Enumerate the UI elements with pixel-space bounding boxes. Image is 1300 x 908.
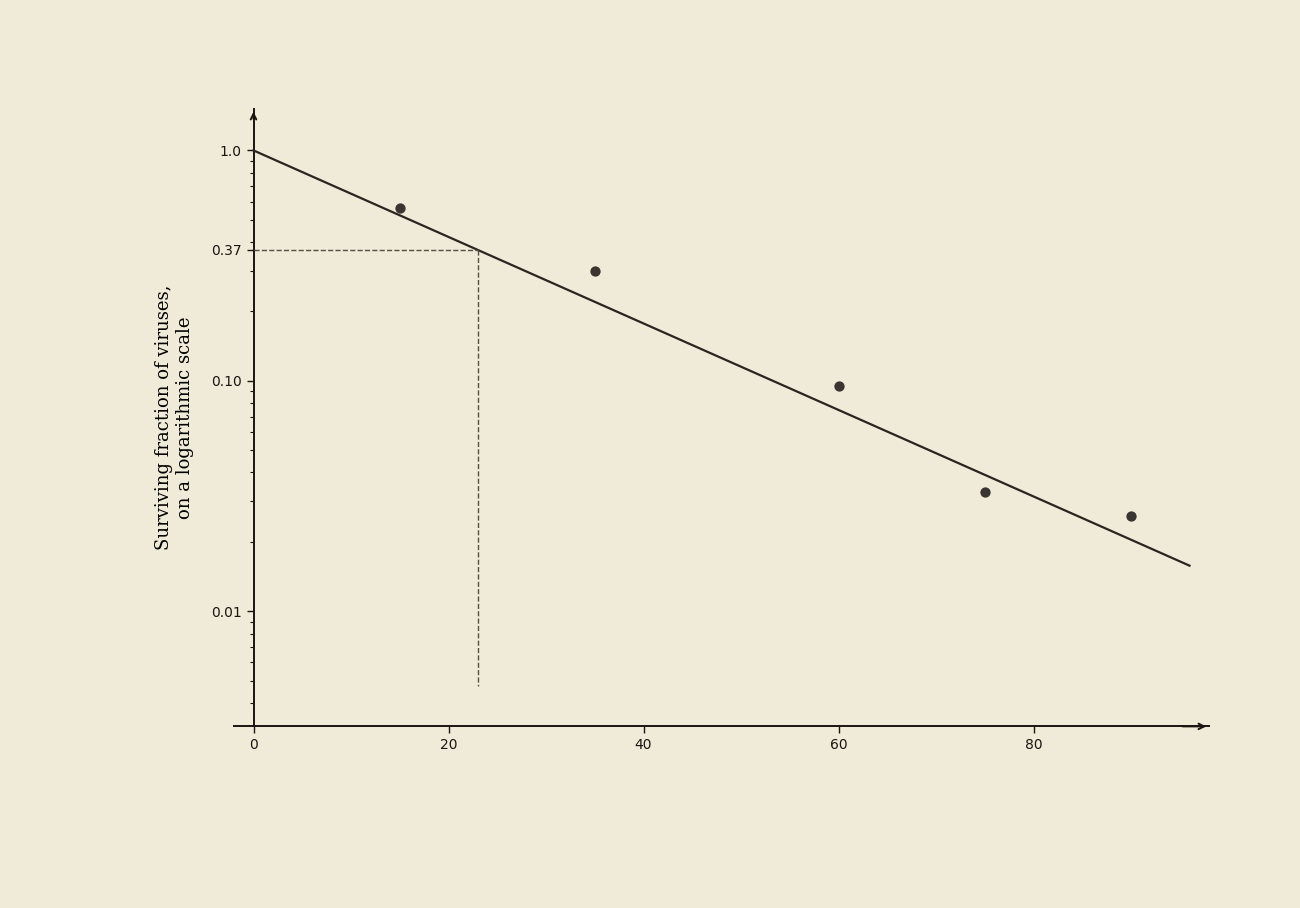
Point (1121, 508, 1141, 523)
Point (828, 379, 849, 393)
Point (975, 485, 996, 499)
Y-axis label: Surviving fraction of viruses,
on a logarithmic scale: Surviving fraction of viruses, on a loga… (156, 285, 194, 550)
Point (585, 263, 606, 278)
Point (390, 202, 411, 216)
